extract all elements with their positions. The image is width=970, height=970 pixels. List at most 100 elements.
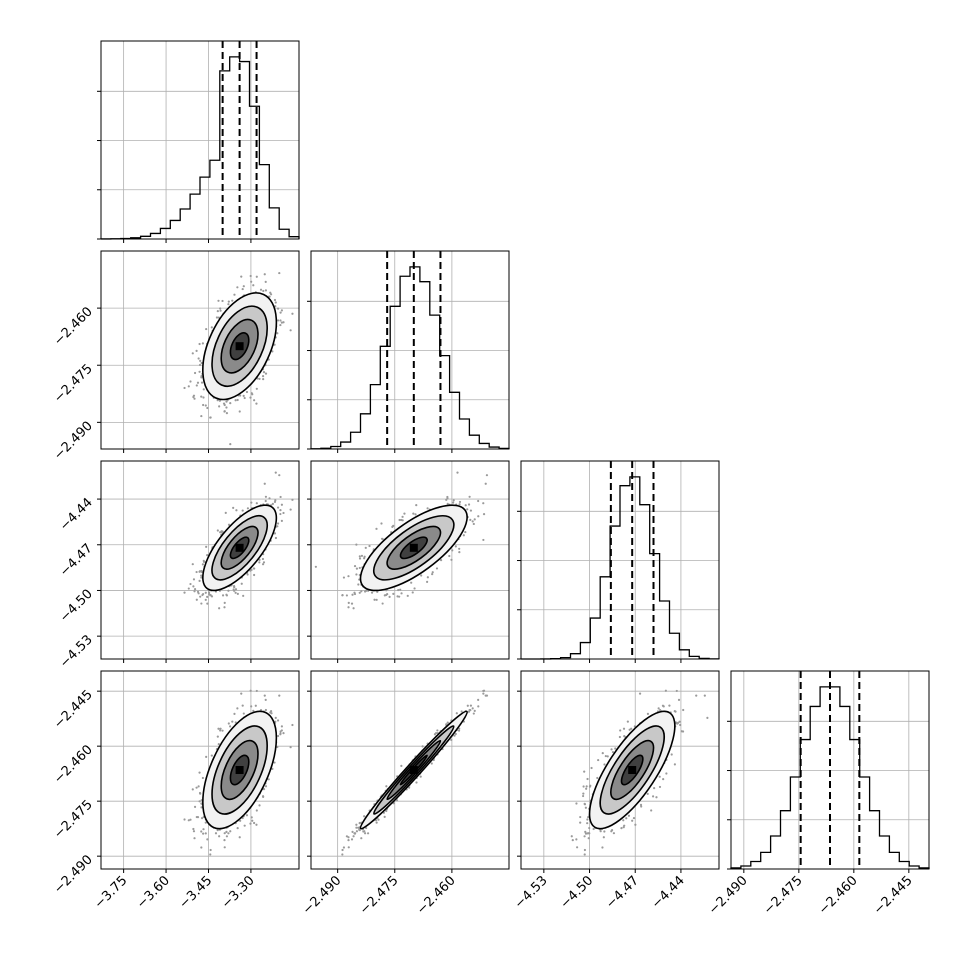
sample-point (206, 602, 209, 605)
sample-point (455, 712, 458, 715)
sample-point (289, 746, 292, 749)
sample-point (282, 511, 285, 515)
histogram-1 (310, 266, 510, 450)
sample-point (375, 527, 378, 530)
sample-point (357, 583, 360, 586)
sample-point (358, 591, 361, 594)
sample-point (269, 709, 273, 713)
sample-point (426, 507, 429, 510)
sample-point (199, 595, 202, 598)
sample-point (430, 762, 433, 765)
sample-point (253, 573, 256, 577)
y-tick-label: −4.50 (57, 587, 96, 626)
sample-point (279, 323, 282, 327)
sample-point (358, 829, 361, 832)
sample-point (199, 792, 202, 795)
sample-point (238, 410, 241, 413)
sample-point (342, 846, 346, 849)
contour-2 (202, 710, 278, 830)
sample-point (253, 399, 256, 402)
sample-point (471, 707, 474, 710)
sample-point (242, 394, 245, 397)
sample-point (380, 522, 383, 525)
sample-point (225, 406, 228, 409)
sample-point (250, 816, 253, 819)
sample-point (381, 537, 384, 541)
sample-point (482, 513, 486, 516)
sample-point (258, 804, 261, 807)
sample-point (216, 735, 219, 738)
sample-point (225, 412, 229, 415)
sample-point (269, 293, 273, 296)
sample-point (225, 830, 228, 833)
sample-point (210, 754, 213, 757)
sample-point (341, 594, 344, 597)
sample-point (255, 823, 258, 826)
sample-point (458, 547, 461, 550)
sample-point (268, 497, 271, 500)
contour-0.5 (399, 754, 428, 786)
sample-point (571, 839, 574, 842)
sample-point (198, 363, 202, 367)
sample-point (271, 767, 274, 770)
sample-point (276, 525, 279, 528)
sample-point (360, 837, 363, 840)
contour-0.5 (229, 536, 250, 560)
sample-point (433, 733, 437, 736)
sample-point (264, 499, 267, 503)
sample-point (458, 551, 461, 554)
sample-point (264, 495, 268, 498)
sample-point (223, 410, 226, 413)
sample-point (223, 839, 226, 842)
sample-point (200, 395, 203, 398)
sample-point (192, 585, 195, 588)
sample-point (197, 592, 200, 595)
sample-point (205, 327, 208, 331)
sample-point (345, 594, 348, 597)
sample-point (242, 594, 245, 597)
sample-point (258, 377, 261, 380)
y-tick-label: −4.53 (57, 632, 96, 671)
sample-point (183, 818, 186, 821)
sample-point (446, 497, 449, 500)
sample-point (198, 800, 201, 803)
sample-point (205, 545, 208, 548)
sample-point (189, 380, 192, 383)
sample-point (291, 312, 294, 315)
sample-point (279, 495, 282, 499)
sample-point (209, 848, 212, 852)
sample-point (223, 403, 226, 407)
sample-point (274, 716, 277, 719)
density-peak (409, 543, 418, 552)
sample-point (262, 561, 266, 564)
sample-point (662, 777, 665, 781)
sample-point (204, 821, 207, 824)
sample-point (192, 578, 196, 581)
sample-point (472, 522, 475, 526)
sample-point (374, 819, 378, 822)
sample-point (375, 598, 378, 601)
sample-point (377, 818, 380, 821)
histogram-0 (100, 56, 300, 240)
panel-frame (520, 460, 720, 660)
sample-point (234, 588, 238, 591)
sample-point (227, 303, 230, 306)
sample-point (279, 512, 282, 516)
sample-point (229, 725, 232, 728)
sample-point (282, 731, 285, 735)
sample-point (223, 606, 226, 609)
sample-point (603, 763, 606, 766)
panel-frame (100, 460, 300, 660)
sample-point (193, 590, 196, 593)
sample-point (233, 712, 236, 715)
sample-point (255, 387, 258, 390)
sample-point (469, 704, 473, 707)
sample-point (365, 589, 368, 592)
sample-point (217, 299, 220, 302)
contour-2 (359, 504, 468, 592)
sample-point (469, 518, 472, 521)
sample-point (255, 502, 258, 505)
sample-point (264, 280, 267, 283)
sample-point (345, 835, 348, 838)
sample-point (242, 712, 245, 715)
